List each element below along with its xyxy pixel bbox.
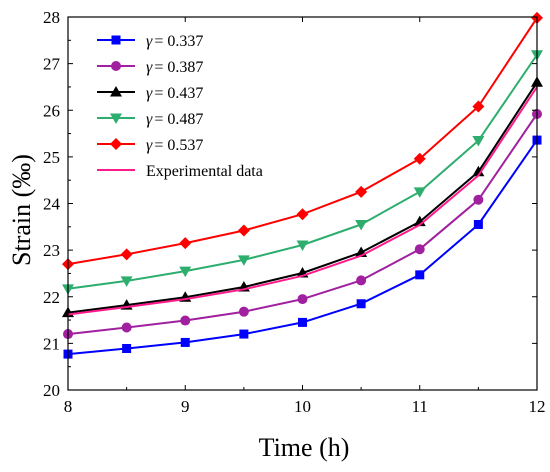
series-line [67,86,538,316]
x-tick-label: 9 [181,397,190,416]
data-point [414,244,425,255]
y-tick-label: 25 [43,148,60,167]
legend-value: = 0.537 [154,137,203,154]
data-point [180,337,190,347]
legend-item-4: γ = 0.537 [97,137,203,154]
legend-value: = 0.487 [154,111,203,128]
legend-label: γ = 0.487 [146,111,203,128]
x-tick-label: 10 [294,397,311,416]
data-point [413,152,426,165]
plot-frame [67,16,538,391]
legend-item-2: γ = 0.437 [97,85,203,102]
data-point [298,317,307,327]
x-axis-title: Time (h) [259,433,350,462]
legend-item-3: γ = 0.487 [97,111,203,128]
y-tick-label: 21 [43,334,60,353]
legend-value: = 0.337 [154,33,203,50]
data-point [356,299,366,309]
legend-value: = 0.387 [154,59,203,76]
x-tick-label: 12 [529,397,546,416]
data-point [238,306,249,317]
legend-label: γ = 0.537 [146,137,203,154]
data-point [120,276,133,287]
data-point [473,194,484,205]
legend-symbol: γ [146,137,153,154]
legend-symbol: γ [146,59,153,76]
legend-marker [110,113,122,124]
data-point [239,329,249,339]
data-point [355,185,368,198]
y-axis-title: Strain (‰) [7,154,36,266]
y-tick-label: 26 [43,101,60,120]
x-tick-label: 8 [64,397,73,416]
legend-label: γ = 0.337 [146,33,203,50]
legend-value: = 0.437 [154,85,203,102]
data-point [472,165,485,177]
legend-item-0: γ = 0.337 [97,33,203,50]
data-point [180,315,191,326]
legend-symbol: γ [146,33,153,50]
data-point [237,255,250,266]
legend-item-5: Experimental data [97,163,263,180]
legend-marker [111,35,121,45]
y-tick-label: 23 [43,241,60,260]
data-point [120,248,133,261]
data-point [237,224,250,237]
y-tick-label: 20 [43,381,60,400]
legend-symbol: γ [146,111,153,128]
legend-value: Experimental data [146,163,263,180]
series-line [67,17,538,266]
data-point [296,208,309,221]
data-point [472,136,485,147]
legend-marker [110,86,122,97]
data-point [179,237,192,250]
data-point [473,219,483,229]
legend-marker [111,61,121,71]
data-point [355,219,368,231]
legend-symbol: γ [146,85,153,102]
x-tick-label: 11 [412,397,428,416]
data-point [356,275,367,286]
axes: 8 9 10 11 12 20 21 22 23 24 25 26 27 28 [43,8,546,416]
data-point [296,240,309,251]
y-tick-label: 24 [43,195,61,214]
y-tick-label: 22 [43,288,60,307]
data-point [415,270,425,280]
legend-label: Experimental data [146,163,263,180]
data-point [297,294,308,305]
plot-area [62,11,543,359]
series-5 [67,86,538,316]
y-tick-label: 28 [43,8,60,27]
y-tick-label: 27 [43,55,61,74]
legend-item-1: γ = 0.387 [97,59,203,76]
series-4 [62,11,543,271]
data-point [122,344,132,354]
legend-marker [110,138,122,150]
data-point [179,266,192,278]
data-point [413,187,426,198]
legend-label: γ = 0.437 [146,85,203,102]
series-line [67,54,538,290]
legend-label: γ = 0.387 [146,59,203,76]
data-point [472,100,485,113]
data-point [121,322,132,333]
series-3 [62,50,543,295]
